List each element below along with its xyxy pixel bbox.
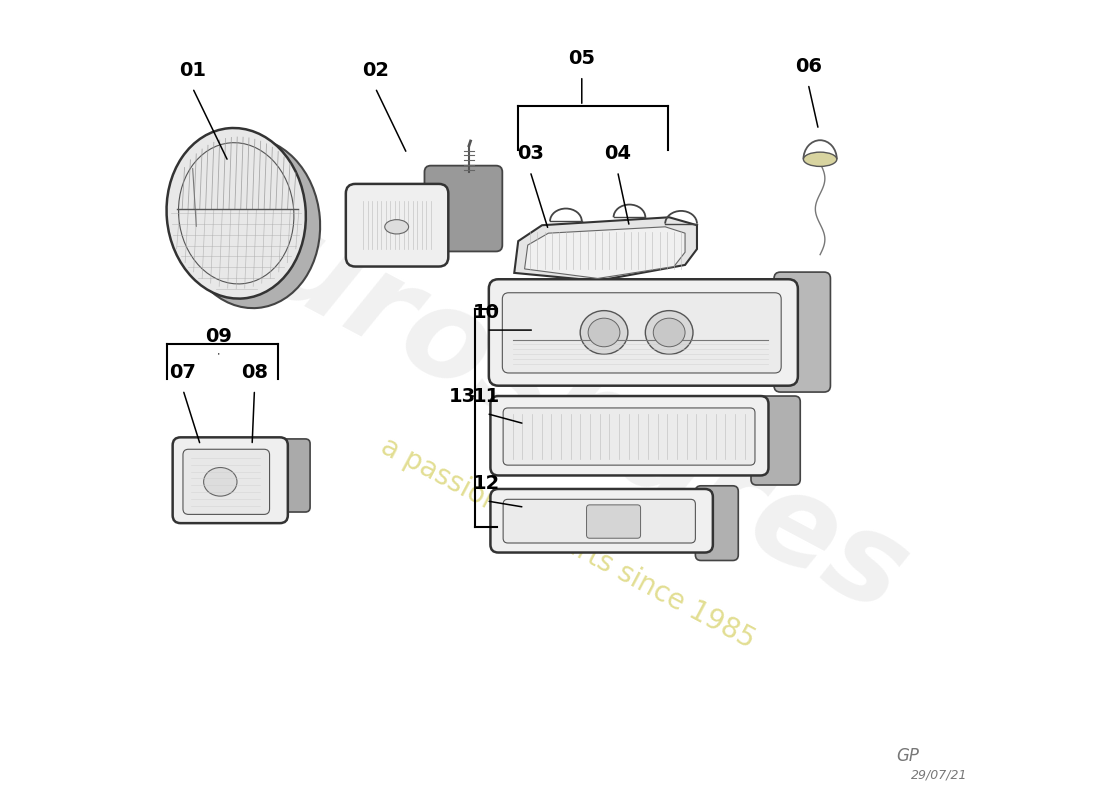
Polygon shape xyxy=(525,227,685,278)
FancyBboxPatch shape xyxy=(491,489,713,553)
FancyBboxPatch shape xyxy=(695,486,738,561)
Ellipse shape xyxy=(580,310,628,354)
Ellipse shape xyxy=(385,220,408,234)
Ellipse shape xyxy=(811,154,830,165)
FancyBboxPatch shape xyxy=(751,396,801,485)
Text: 09: 09 xyxy=(206,327,232,346)
FancyBboxPatch shape xyxy=(425,166,503,251)
Text: eurospares: eurospares xyxy=(173,161,927,639)
FancyBboxPatch shape xyxy=(503,408,755,465)
FancyBboxPatch shape xyxy=(173,438,288,523)
Text: 05: 05 xyxy=(569,49,595,68)
FancyBboxPatch shape xyxy=(586,505,640,538)
Text: 10: 10 xyxy=(473,303,499,322)
Ellipse shape xyxy=(653,318,685,346)
Text: 29/07/21: 29/07/21 xyxy=(911,768,968,782)
Text: 11: 11 xyxy=(473,386,500,406)
FancyBboxPatch shape xyxy=(267,439,310,512)
Polygon shape xyxy=(515,218,697,281)
Ellipse shape xyxy=(803,152,837,166)
FancyBboxPatch shape xyxy=(774,272,830,392)
Text: 13: 13 xyxy=(449,386,476,406)
FancyBboxPatch shape xyxy=(488,279,798,386)
Text: 01: 01 xyxy=(179,61,206,80)
Ellipse shape xyxy=(646,310,693,354)
Text: 02: 02 xyxy=(362,61,388,80)
Ellipse shape xyxy=(204,467,236,496)
Ellipse shape xyxy=(166,128,306,298)
Text: a passion for parts since 1985: a passion for parts since 1985 xyxy=(376,432,759,654)
Text: 03: 03 xyxy=(517,144,543,163)
FancyBboxPatch shape xyxy=(503,499,695,543)
Text: 08: 08 xyxy=(241,362,268,382)
FancyBboxPatch shape xyxy=(345,184,449,266)
FancyBboxPatch shape xyxy=(503,293,781,373)
Ellipse shape xyxy=(180,138,320,308)
FancyBboxPatch shape xyxy=(183,450,270,514)
Text: 06: 06 xyxy=(794,57,822,76)
FancyBboxPatch shape xyxy=(491,396,769,475)
Ellipse shape xyxy=(588,318,620,346)
Text: 07: 07 xyxy=(169,362,197,382)
Text: GP: GP xyxy=(896,747,918,766)
Text: 12: 12 xyxy=(473,474,500,493)
Text: 04: 04 xyxy=(604,144,631,163)
